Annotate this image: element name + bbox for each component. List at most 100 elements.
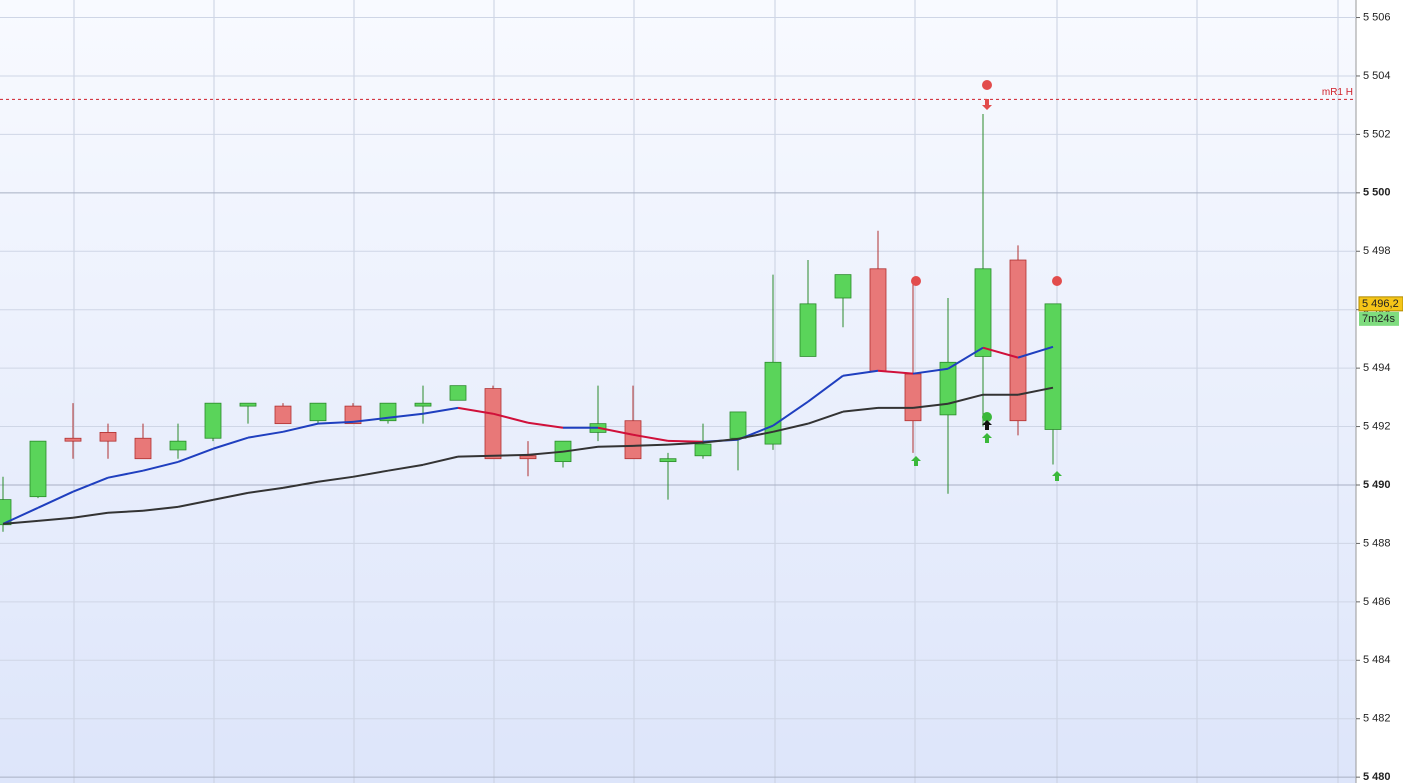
candle-body [169, 440, 187, 451]
ma-segment [842, 406, 879, 413]
candle-body [99, 432, 117, 442]
ma-segment [247, 486, 284, 494]
candle-body [519, 455, 537, 460]
ma-segment [597, 444, 634, 448]
ma-segment [842, 369, 879, 377]
timer-label: 7m24s [1362, 313, 1396, 325]
y-tick-label: 5 480 [1363, 771, 1391, 783]
candle-body [869, 268, 887, 372]
ma-segment [632, 433, 669, 442]
ma-segment [177, 447, 214, 463]
price-tag [1358, 296, 1403, 312]
axis-background [1356, 0, 1403, 783]
candle-body [624, 420, 642, 460]
up-arrow [911, 433, 1062, 481]
ma-segment [177, 498, 214, 508]
up-arrow [982, 420, 992, 430]
price-tag-label: 5 496,2 [1362, 298, 1399, 310]
candle-body [29, 440, 47, 498]
ma-segment [632, 443, 669, 447]
ma-segment [807, 410, 844, 425]
ma-segment [422, 406, 459, 415]
candle-body [0, 499, 12, 526]
ma-segment [387, 463, 424, 472]
ma-segment [282, 422, 319, 433]
ma-segment [142, 505, 179, 512]
candle-body [974, 268, 992, 357]
candle-body [64, 437, 82, 442]
ma-segment [2, 519, 39, 525]
y-tick-label: 5 492 [1363, 420, 1391, 432]
ma-segment [597, 426, 634, 436]
candle-body [344, 405, 362, 425]
candle-body [834, 274, 852, 299]
ma-segment [667, 441, 704, 446]
plot-background [0, 0, 1356, 783]
level-label: mR1 H [1322, 87, 1353, 98]
candle-body [204, 402, 222, 439]
y-tick-label: 5 504 [1363, 70, 1391, 82]
y-tick-label: 5 498 [1363, 245, 1391, 257]
candle-body [239, 402, 257, 407]
candle-body [484, 388, 502, 460]
y-tick-label: 5 482 [1363, 713, 1391, 725]
ma-segment [562, 445, 599, 453]
y-tick-label: 5 506 [1363, 11, 1391, 23]
candle-body [904, 373, 922, 422]
ma-segment [142, 460, 179, 472]
ma-segment [317, 420, 354, 425]
ma-segment [492, 453, 529, 457]
candle-body [1044, 303, 1062, 430]
ma-segment [737, 430, 774, 440]
candle-body [694, 443, 712, 457]
signal-markers [911, 80, 1062, 481]
ma-segment [877, 369, 914, 375]
ma-segment [912, 402, 949, 409]
ma-segment [72, 476, 109, 493]
candle-body [449, 385, 467, 401]
ma-segment [317, 475, 354, 483]
ma-segment [457, 406, 494, 415]
ma-segment [527, 421, 564, 429]
ma-segment [1017, 345, 1054, 359]
candle-body [729, 411, 747, 439]
ma-segment [352, 416, 389, 423]
ma-segment [212, 491, 249, 501]
candle-body [659, 458, 677, 463]
y-tick-label: 5 486 [1363, 596, 1391, 608]
y-tick-label: 5 500 [1363, 187, 1391, 199]
ma-segment [107, 469, 144, 479]
ma-segment [107, 509, 144, 514]
ma-segment [492, 412, 529, 424]
ma-segment [72, 511, 109, 519]
ma-segment [422, 455, 459, 466]
down-arrow [982, 99, 992, 110]
y-tick-label: 5 484 [1363, 654, 1391, 666]
ma-segment [807, 374, 844, 403]
y-tick-label: 5 502 [1363, 128, 1391, 140]
ma-segment [702, 437, 739, 444]
ma-segment [247, 430, 284, 439]
exit-marker [911, 80, 1062, 286]
ma-segment [282, 480, 319, 489]
y-tick-label: 5 494 [1363, 362, 1391, 374]
ma-segment [212, 436, 249, 450]
ma-segment [667, 439, 704, 443]
candle-body [1009, 259, 1027, 422]
ma-segment [1017, 386, 1054, 396]
candle-body [134, 437, 152, 460]
y-tick-label: 5 488 [1363, 537, 1391, 549]
timer-tag [1359, 311, 1399, 326]
ma-segment [947, 393, 984, 405]
ma-segment [912, 367, 949, 375]
ma-segment [352, 469, 389, 478]
candle-body [309, 402, 327, 422]
ma-segment [387, 412, 424, 419]
candle-body [799, 303, 817, 357]
ma-segment [37, 490, 74, 509]
ma-segment [772, 400, 809, 427]
ma-segment [2, 506, 39, 525]
candle-body [274, 405, 292, 425]
ma-segment [457, 454, 494, 458]
